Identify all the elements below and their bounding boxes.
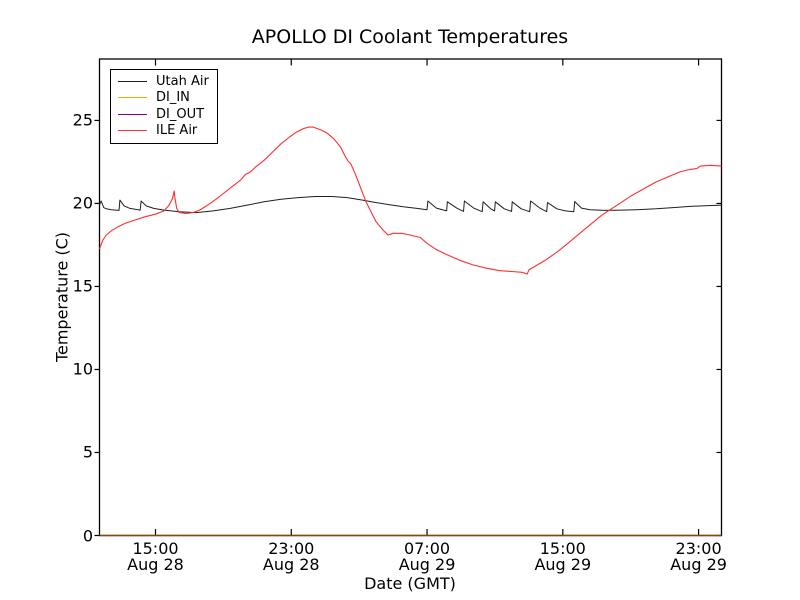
series-line-utah-air [99, 196, 722, 214]
x-tick-label: 23:00 Aug 28 [263, 541, 320, 573]
x-tick-label: 07:00 Aug 29 [399, 541, 456, 573]
legend-label: DI_IN [156, 90, 190, 106]
x-tick-time: 15:00 [132, 539, 179, 558]
y-tick-label: 25 [72, 110, 93, 130]
y-axis-label: Temperature (C) [52, 231, 72, 363]
legend-line-swatch [118, 97, 147, 99]
x-tick-time: 23:00 [268, 539, 315, 558]
y-tick-label: 15 [72, 276, 93, 296]
legend-label: Utah Air [156, 73, 209, 89]
series-line-ile-air [98, 126, 722, 275]
legend: Utah Air DI_IN DI_OUT ILE Air [110, 69, 218, 144]
legend-line-swatch [118, 113, 147, 115]
y-tick-label: 0 [82, 526, 93, 545]
x-tick-label: 15:00 Aug 29 [534, 541, 591, 573]
y-tick-label: 10 [72, 359, 93, 379]
x-tick-time: 15:00 [539, 539, 586, 558]
x-tick-label: 23:00 Aug 29 [670, 541, 727, 573]
chart-title: APOLLO DI Coolant Temperatures [251, 26, 569, 48]
legend-label: DI_OUT [156, 106, 205, 122]
legend-line-swatch [118, 130, 147, 132]
y-tick-label: 5 [82, 442, 93, 462]
x-axis-label: Date (GMT) [364, 574, 456, 593]
legend-entry: Utah Air [111, 73, 217, 90]
x-tick-time: 07:00 [403, 539, 451, 558]
x-tick-date: Aug 29 [534, 555, 592, 574]
legend-entry: DI_OUT [111, 106, 217, 123]
legend-line-swatch [118, 80, 147, 82]
legend-entry: DI_IN [111, 90, 217, 107]
legend-entry: ILE Air [111, 123, 217, 140]
x-tick-date: Aug 28 [262, 555, 320, 574]
legend-label: ILE Air [156, 123, 198, 139]
x-tick-date: Aug 28 [127, 555, 184, 574]
x-tick-label: 15:00 Aug 28 [127, 541, 184, 573]
y-tick-label: 20 [72, 193, 93, 213]
x-tick-date: Aug 29 [398, 555, 456, 574]
x-tick-time: 23:00 [675, 539, 722, 558]
x-tick-date: Aug 29 [670, 555, 727, 574]
